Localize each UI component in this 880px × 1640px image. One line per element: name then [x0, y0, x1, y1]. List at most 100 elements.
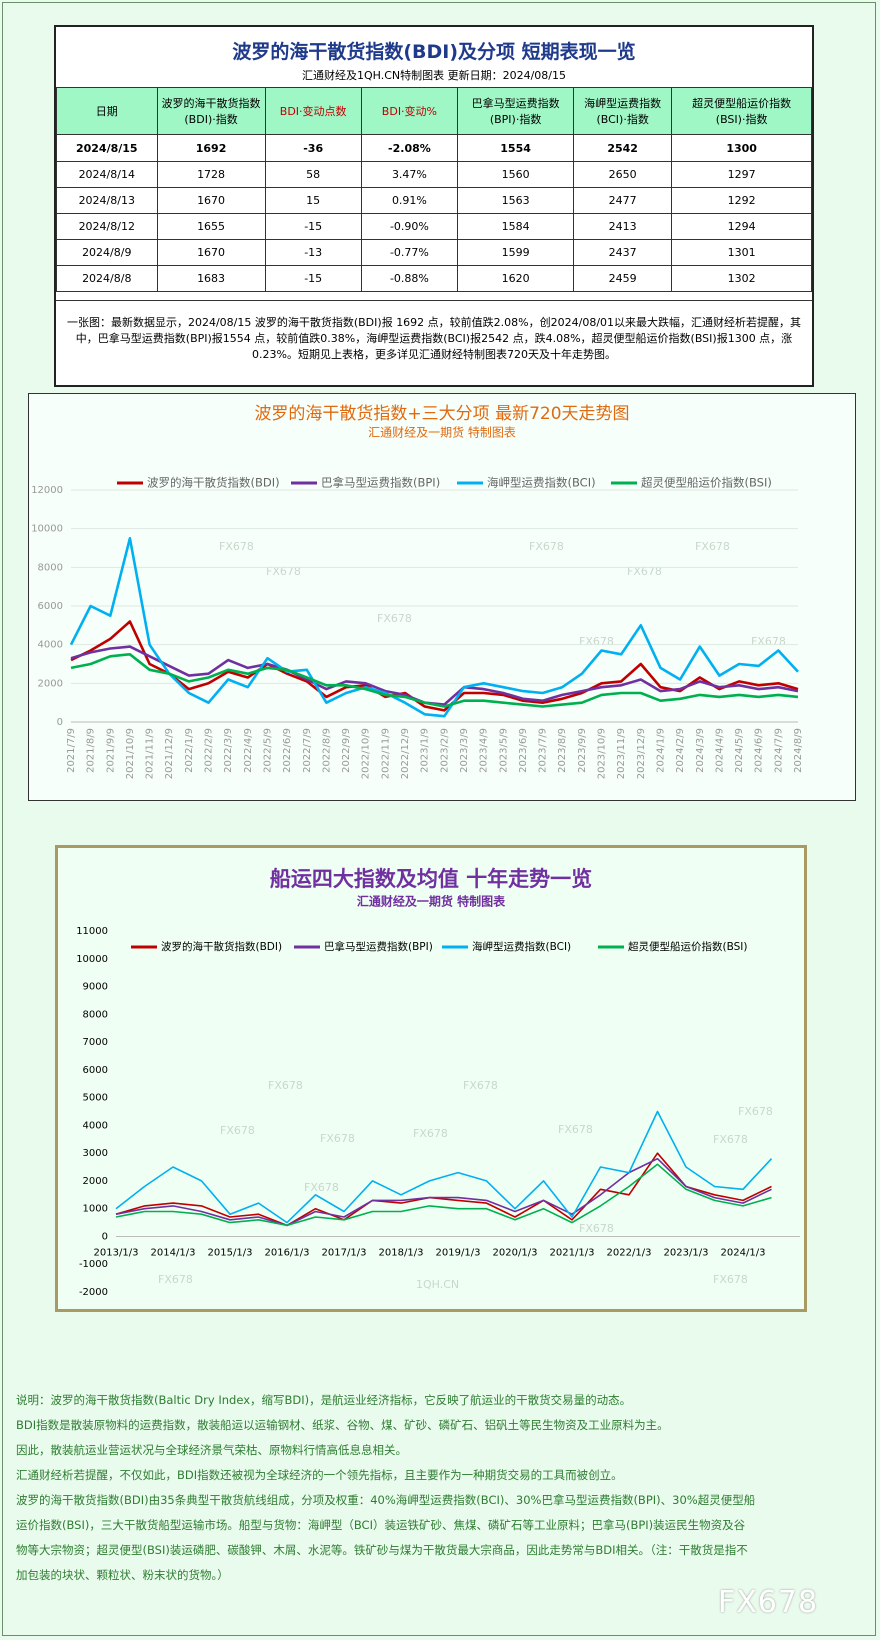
- line-series: [69, 537, 799, 718]
- table-cell: -15: [264, 265, 362, 292]
- table-cell: 2650: [573, 161, 673, 188]
- table-cell: 1692: [156, 134, 266, 162]
- table-cell: -13: [264, 239, 362, 266]
- y-tick-label: 3000: [83, 1148, 108, 1159]
- chart-subtitle: 汇通财经及一期货 特制图表: [368, 425, 516, 440]
- x-tick-label: 2022/3/9: [223, 728, 234, 773]
- y-tick-label: 8000: [38, 562, 63, 573]
- x-tick-label: 2022/1/9: [184, 728, 195, 773]
- x-tick-label: 2023/3/9: [459, 728, 470, 773]
- table-cell: 1292: [671, 187, 812, 214]
- table-cell: 1670: [156, 187, 266, 214]
- table-cell: 1683: [156, 265, 266, 292]
- table-row: 2024/8/9 1670 -13 -0.77% 1599 2437 1301: [56, 239, 812, 266]
- line-series: [70, 653, 799, 708]
- note-line: 说明：波罗的海干散货指数(Baltic Dry Index，缩写BDI)，是航运…: [16, 1393, 632, 1407]
- x-tick-label: 2017/1/3: [322, 1247, 367, 1258]
- x-tick-label: 2023/10/9: [597, 728, 608, 779]
- x-tick-label: 2022/10/9: [361, 728, 372, 779]
- y-tick-label: 0: [102, 1231, 108, 1242]
- y-tick-label: 1000: [83, 1204, 108, 1215]
- column-header: 巴拿马型运费指数 (BPI)·指数: [457, 87, 575, 135]
- watermark: FX678: [377, 612, 412, 625]
- legend-label: 波罗的海干散货指数(BDI): [161, 940, 282, 953]
- note-line: 汇通财经析若提醒，不仅如此，BDI指数还被视为全球经济的一个领先指标，且主要作为…: [16, 1468, 623, 1482]
- table-row: 2024/8/8 1683 -15 -0.88% 1620 2459 1302: [56, 265, 812, 292]
- table-cell: 15: [264, 187, 362, 214]
- table-cell: 2024/8/14: [56, 161, 158, 188]
- x-tick-label: 2023/12/9: [636, 728, 647, 779]
- watermark: FX678: [266, 565, 301, 578]
- legend-label: 海岬型运费指数(BCI): [472, 940, 571, 953]
- x-tick-label: 2023/5/9: [498, 728, 509, 773]
- x-tick-label: 2022/4/9: [243, 728, 254, 773]
- table-cell: 1728: [156, 161, 266, 188]
- x-tick-label: 2024/1/3: [721, 1247, 766, 1258]
- legend-label: 超灵便型船运价指数(BSI): [641, 476, 772, 490]
- chart-title: 船运四大指数及均值 十年走势一览: [270, 867, 592, 891]
- column-header: BDI·变动%: [360, 87, 459, 135]
- watermark: FX678: [579, 1222, 614, 1235]
- x-tick-label: 2024/4/9: [714, 728, 725, 773]
- table-cell: 1599: [457, 239, 575, 266]
- y-tick-label: 4000: [83, 1120, 108, 1131]
- table-cell: -0.77%: [360, 239, 459, 266]
- x-tick-label: 2023/9/9: [577, 728, 588, 773]
- x-tick-label: 2021/10/9: [125, 728, 136, 779]
- x-tick-label: 2021/8/9: [86, 728, 97, 773]
- table-cell: -36: [264, 134, 362, 162]
- watermark: FX678: [627, 565, 662, 578]
- notes: 说明：波罗的海干散货指数(Baltic Dry Index，缩写BDI)，是航运…: [16, 1388, 756, 1588]
- chart-title: 波罗的海干散货指数+三大分项 最新720天走势图: [254, 404, 629, 424]
- y-tick-label: -1000: [79, 1259, 108, 1270]
- watermark: FX678: [751, 635, 786, 648]
- table-row: 2024/8/13 1670 15 0.91% 1563 2477 1292: [56, 187, 812, 214]
- watermark: FX678: [695, 540, 730, 553]
- table-cell: 0.91%: [360, 187, 459, 214]
- table-row: 2024/8/12 1655 -15 -0.90% 1584 2413 1294: [56, 213, 812, 240]
- watermark: FX678: [413, 1127, 448, 1140]
- y-tick-label: 11000: [76, 926, 108, 937]
- x-tick-label: 2022/12/9: [400, 728, 411, 779]
- x-tick-label: 2020/1/3: [493, 1247, 538, 1258]
- table-cell: 2413: [573, 213, 673, 240]
- table-cell: -0.90%: [360, 213, 459, 240]
- watermark: FX678: [463, 1079, 498, 1092]
- table-row: 2024/8/14 1728 58 3.47% 1560 2650 1297: [56, 161, 812, 188]
- watermark: FX678: [219, 540, 254, 553]
- table-cell: 1297: [671, 161, 812, 188]
- x-tick-label: 2024/1/9: [655, 728, 666, 773]
- column-header: 日期: [56, 87, 158, 135]
- x-tick-label: 2024/8/9: [793, 728, 804, 773]
- table-cell: 58: [264, 161, 362, 188]
- x-tick-label: 2016/1/3: [265, 1247, 310, 1258]
- watermark: FX678: [718, 1585, 819, 1620]
- y-tick-label: 10000: [76, 954, 108, 965]
- watermark: FX678: [558, 1123, 593, 1136]
- x-tick-label: 2023/11/9: [616, 728, 627, 779]
- table-cell: 2477: [573, 187, 673, 214]
- legend-label: 超灵便型船运价指数(BSI): [628, 940, 747, 953]
- table-note: 一张图：最新数据显示，2024/08/15 波罗的海干散货指数(BDI)报 16…: [56, 300, 812, 363]
- y-tick-label: 12000: [31, 485, 63, 496]
- legend-label: 巴拿马型运费指数(BPI): [324, 940, 433, 953]
- summary-table: 波罗的海干散货指数(BDI)及分项 短期表现一览 汇通财经及1QH.CN特制图表…: [54, 25, 814, 387]
- x-tick-label: 2022/2/9: [204, 728, 215, 773]
- column-header: 波罗的海干散货指数 (BDI)·指数: [156, 87, 266, 135]
- x-tick-label: 2023/1/9: [420, 728, 431, 773]
- x-tick-label: 2024/7/9: [773, 728, 784, 773]
- table: 日期 波罗的海干散货指数 (BDI)·指数 BDI·变动点数 BDI·变动% 巴拿马型运…: [56, 87, 812, 292]
- y-tick-label: 2000: [38, 678, 63, 689]
- line-series: [115, 1157, 772, 1227]
- table-cell: 1620: [457, 265, 575, 292]
- x-tick-label: 2023/1/3: [664, 1247, 709, 1258]
- legend-label: 海岬型运费指数(BCI): [487, 476, 596, 490]
- x-tick-label: 2024/3/9: [695, 728, 706, 773]
- table-cell: 1560: [457, 161, 575, 188]
- line-series: [115, 1163, 772, 1227]
- x-tick-label: 2021/11/9: [145, 728, 156, 779]
- x-tick-label: 2022/8/9: [321, 728, 332, 773]
- table-cell: 1670: [156, 239, 266, 266]
